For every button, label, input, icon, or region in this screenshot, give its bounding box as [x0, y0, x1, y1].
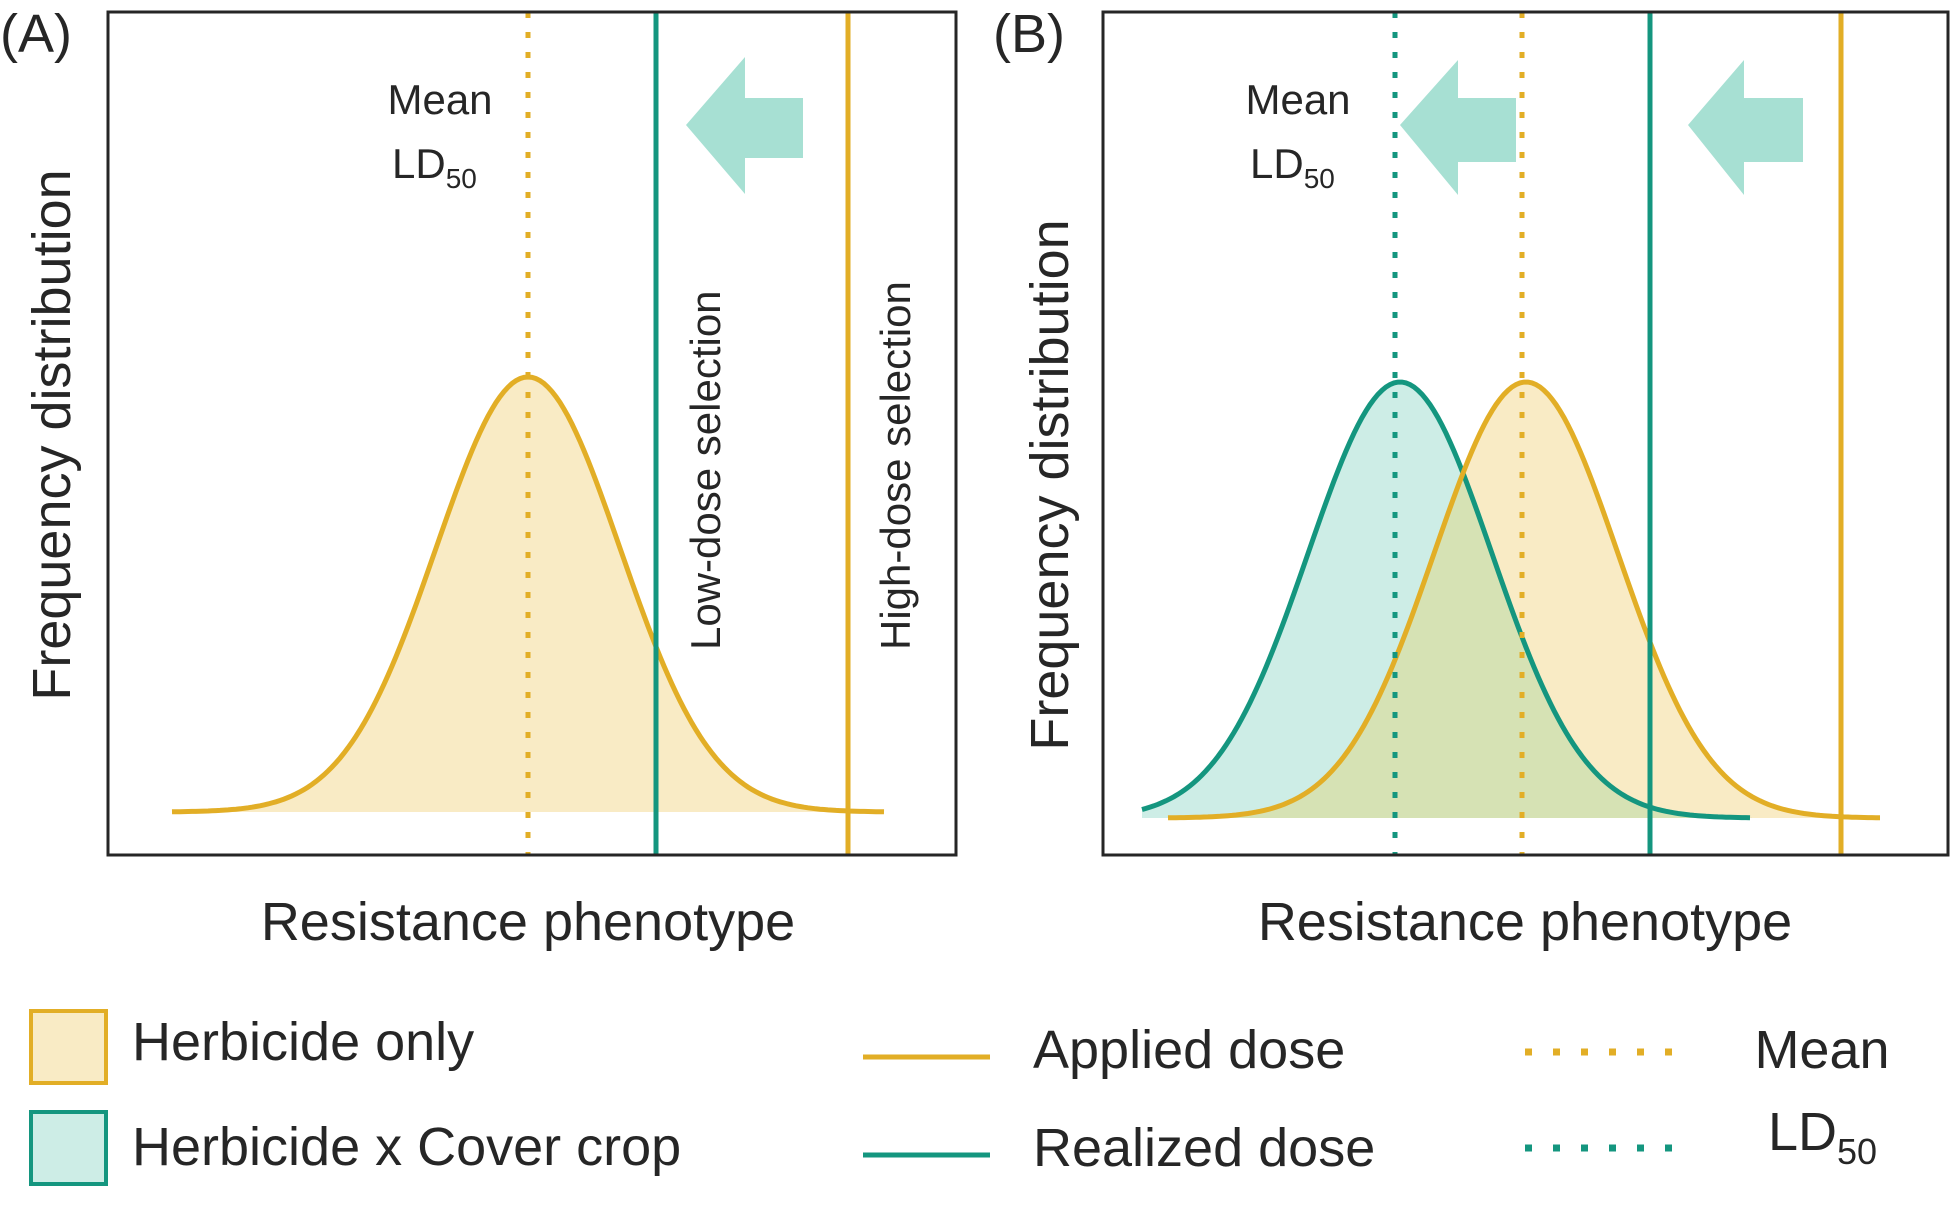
panel-a-y-axis-label: Frequency distribution: [22, 169, 82, 700]
legend-ld-label: LD50: [1768, 1102, 1877, 1172]
panel-a-ld-text: LD: [392, 140, 446, 187]
panel-a-shift-arrow: [686, 57, 803, 194]
panel-a: (A) Mean LD50 Low-dose selection High-do…: [0, 4, 958, 952]
legend-cover-crop-swatch: [29, 1110, 108, 1186]
panel-a-high-dose-label: High-dose selection: [872, 281, 919, 650]
panel-a-low-dose-label: Low-dose selection: [682, 290, 729, 650]
legend-herbicide-only-label: Herbicide only: [132, 1012, 474, 1072]
panel-a-tag: (A): [0, 4, 72, 64]
panel-b-y-axis-label: Frequency distribution: [1020, 219, 1080, 750]
panel-b-ld-label: LD50: [1250, 140, 1335, 194]
panel-b-herbicide-only-area: [1168, 382, 1880, 818]
panel-b-ld50-shift-arrow: [1400, 60, 1516, 195]
legend-ld-sub: 50: [1837, 1131, 1877, 1172]
panel-a-mean-label: Mean: [387, 76, 492, 123]
panel-a-ld-label: LD50: [392, 140, 477, 194]
panel-b-x-axis-label: Resistance phenotype: [1258, 892, 1792, 952]
panel-a-ld-sub: 50: [446, 163, 477, 194]
panel-b-ld-sub: 50: [1304, 163, 1335, 194]
panel-a-x-axis-label: Resistance phenotype: [261, 892, 795, 952]
legend-mean-label: Mean: [1754, 1020, 1889, 1080]
panel-b-herbicide-only-curve: [1167, 379, 1880, 821]
legend: Herbicide only Herbicide x Cover crop Ap…: [29, 1009, 1890, 1186]
panel-b-mean-label: Mean: [1245, 76, 1350, 123]
legend-ld-text: LD: [1768, 1102, 1837, 1162]
legend-cover-crop-label: Herbicide x Cover crop: [132, 1117, 681, 1177]
legend-realized-dose-label: Realized dose: [1033, 1118, 1375, 1178]
legend-herbicide-only-swatch: [29, 1009, 108, 1085]
panel-b-ld-text: LD: [1250, 140, 1304, 187]
panel-b-frame: [1101, 10, 1950, 857]
panel-b-tag: (B): [993, 4, 1065, 64]
panel-a-frame: [106, 10, 958, 857]
legend-applied-dose-label: Applied dose: [1033, 1020, 1345, 1080]
panel-b-overlap-area: [1168, 475, 1752, 818]
panel-b-dose-shift-arrow: [1688, 60, 1803, 195]
panel-b: (B) Mean LD50 Frequency distribution Res…: [993, 4, 1950, 952]
